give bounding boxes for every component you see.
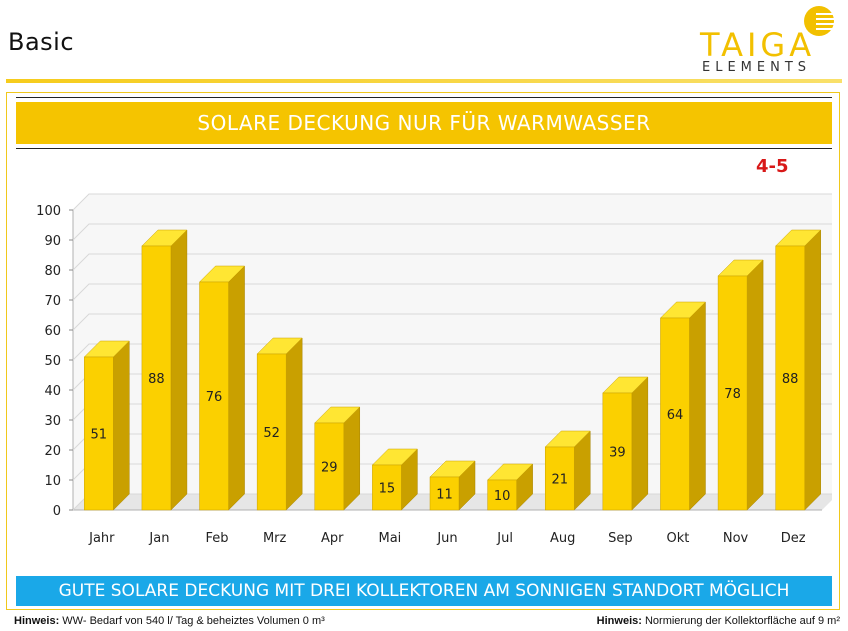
bar-side (631, 376, 649, 511)
x-tick-label: Nov (723, 531, 749, 546)
grid-line (72, 313, 832, 331)
data-label: 88 (782, 372, 799, 387)
bar (660, 317, 690, 511)
bar-side (285, 337, 303, 511)
bar-side (170, 229, 188, 511)
bar-side (343, 406, 361, 511)
x-tick-label: Jul (496, 531, 513, 546)
data-label: 15 (379, 482, 396, 497)
header-divider (6, 79, 842, 83)
y-tick-label: 50 (44, 354, 61, 369)
y-tick-label: 20 (44, 444, 61, 459)
bar (84, 356, 114, 511)
page-title: Basic (8, 28, 75, 56)
y-tick-label: 40 (44, 384, 61, 399)
data-label: 76 (206, 390, 223, 405)
banner-rule-bottom (16, 148, 832, 149)
bar (487, 479, 517, 511)
note-right-label: Hinweis: (596, 615, 642, 627)
data-label: 64 (667, 408, 684, 423)
data-label: 52 (263, 426, 280, 441)
x-tick-label: Aug (550, 531, 575, 546)
x-tick-label: Feb (206, 531, 229, 546)
bar-side (804, 229, 821, 511)
bar-side (746, 259, 764, 511)
grid-line (72, 223, 832, 241)
title-banner: SOLARE DECKUNG NUR FÜR WARMWASSER (16, 102, 832, 144)
x-tick-label: Jahr (88, 531, 115, 546)
banner-rule-top (16, 97, 832, 98)
y-tick-label: 80 (44, 264, 61, 279)
bar (199, 281, 229, 511)
x-tick-label: Mrz (263, 531, 287, 546)
grid-line (72, 193, 832, 211)
content-frame (6, 92, 840, 610)
bar (372, 464, 402, 511)
y-tick-label: 0 (53, 504, 61, 519)
bar-chart: 0 10 20 30 40 50 60 70 80 90 100 51 Jahr 88 Jan 76 Feb 52… (36, 193, 832, 546)
data-label: 11 (436, 488, 453, 503)
data-label: 29 (321, 461, 338, 476)
y-tick-label: 70 (44, 294, 61, 309)
data-label: 10 (494, 489, 511, 504)
bar-side (689, 301, 706, 511)
data-label: 39 (609, 446, 626, 461)
note-left-text: WW- Bedarf von 540 l/ Tag & beheiztes Vo… (62, 615, 325, 627)
x-tick-label: Sep (608, 531, 633, 546)
note-left-label: Hinweis: (14, 615, 60, 627)
data-label: 51 (91, 428, 108, 443)
x-tick-label: Dez (781, 531, 806, 546)
x-tick-label: Apr (321, 531, 344, 546)
bar (717, 275, 748, 511)
note-right: Hinweis: Normierung der Kollektorfläche … (597, 615, 840, 627)
bar-side (228, 265, 245, 511)
bar (141, 245, 172, 511)
logo-wordmark: TAIGA (700, 26, 816, 64)
data-label: 21 (551, 473, 568, 488)
data-label: 78 (724, 387, 741, 402)
grid-line (72, 253, 832, 271)
bar (256, 353, 287, 511)
x-tick-label: Mai (378, 531, 401, 546)
bar (775, 245, 805, 511)
y-tick-label: 10 (44, 474, 61, 489)
taiga-logo: TAIGA ELEMENTS (700, 4, 840, 76)
x-tick-label: Jun (436, 531, 457, 546)
y-tick-label: 90 (44, 234, 61, 249)
grid-line (72, 283, 832, 301)
data-label: 88 (148, 372, 165, 387)
bar (602, 392, 633, 511)
bar (544, 446, 575, 511)
bar (429, 476, 460, 511)
bar (314, 422, 345, 511)
y-tick-label: 100 (36, 204, 61, 219)
info-banner: GUTE SOLARE DECKUNG MIT DREI KOLLEKTOREN… (16, 576, 832, 606)
logo-subtitle: ELEMENTS (702, 60, 812, 75)
grid-line (72, 343, 832, 361)
y-tick-label: 30 (44, 414, 61, 429)
x-tick-label: Jan (148, 531, 169, 546)
y-tick-label: 60 (44, 324, 61, 339)
scenario-badge: 4-5 (756, 156, 789, 177)
x-tick-label: Okt (667, 531, 690, 546)
note-right-text: Normierung der Kollektorfläche auf 9 m² (644, 615, 840, 627)
note-left: Hinweis: WW- Bedarf von 540 l/ Tag & beh… (14, 615, 325, 627)
bar-side (113, 340, 130, 511)
sun-logo-icon (804, 6, 836, 36)
